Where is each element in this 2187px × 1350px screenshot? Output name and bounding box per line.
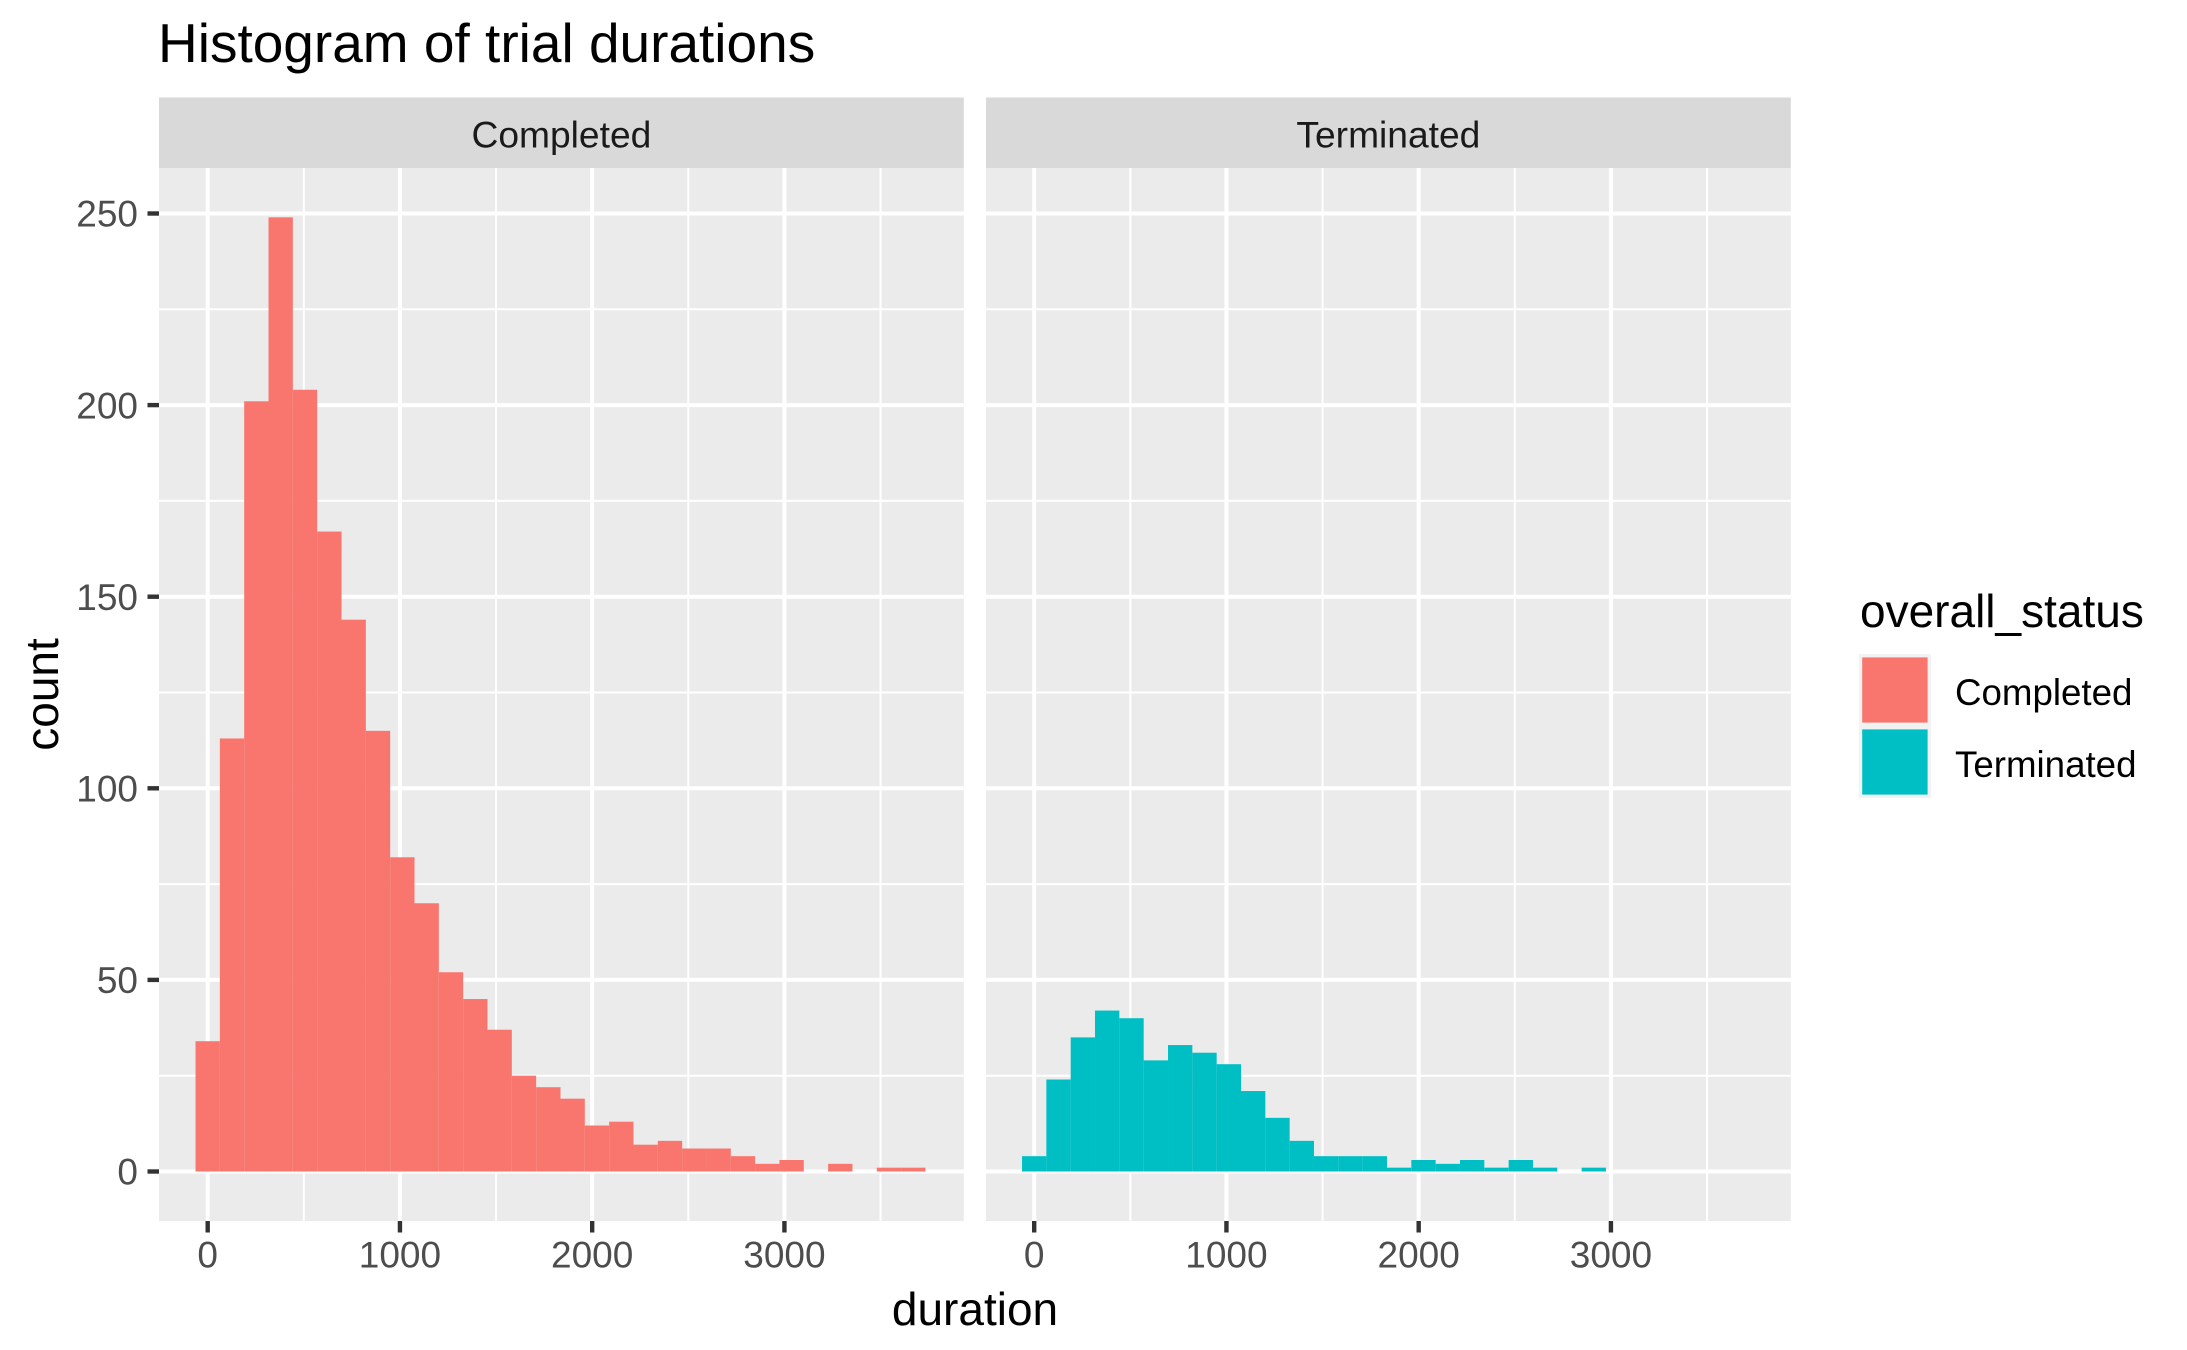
svg-text:1000: 1000 [359,1235,441,1276]
svg-text:Terminated: Terminated [1955,744,2136,785]
svg-text:100: 100 [76,769,138,810]
svg-text:3000: 3000 [743,1235,825,1276]
svg-text:150: 150 [76,577,138,618]
svg-text:Histogram of trial durations: Histogram of trial durations [158,12,815,74]
svg-text:Completed: Completed [471,114,651,156]
svg-text:50: 50 [97,960,138,1001]
svg-text:0: 0 [197,1235,218,1276]
svg-text:Completed: Completed [1955,672,2132,713]
svg-text:duration: duration [892,1283,1058,1335]
svg-text:250: 250 [76,194,138,235]
svg-text:Terminated: Terminated [1296,114,1480,156]
svg-text:0: 0 [117,1152,138,1193]
svg-text:1000: 1000 [1185,1235,1267,1276]
svg-text:count: count [16,638,68,751]
svg-text:2000: 2000 [1378,1235,1460,1276]
svg-text:3000: 3000 [1570,1235,1652,1276]
svg-text:200: 200 [76,385,138,426]
svg-text:0: 0 [1024,1235,1045,1276]
svg-text:2000: 2000 [551,1235,633,1276]
svg-text:overall_status: overall_status [1860,585,2144,637]
